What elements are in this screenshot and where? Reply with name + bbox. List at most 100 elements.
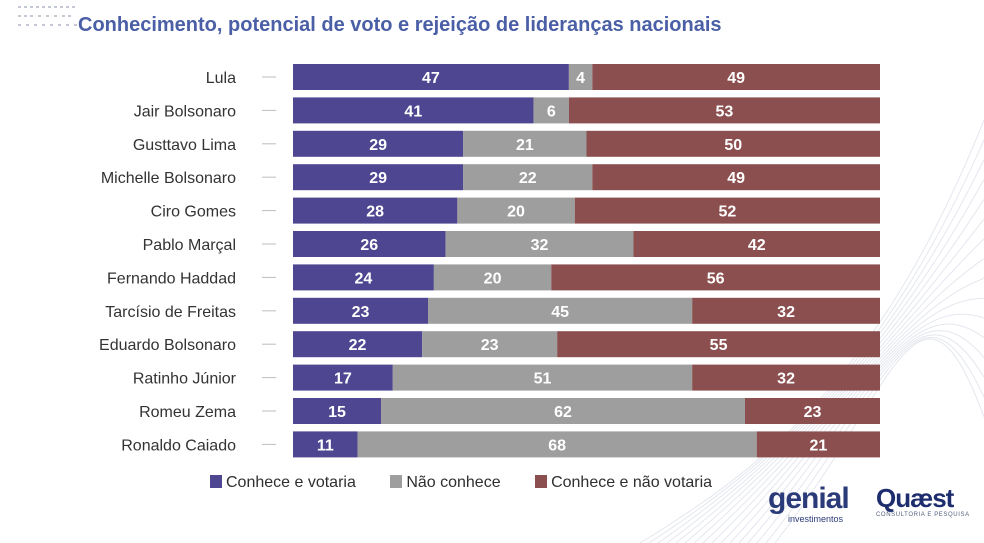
data-label-nao-conhece: 6 bbox=[547, 103, 556, 120]
legend-swatch-nao-conhece bbox=[390, 475, 403, 488]
top-left-dot-logo bbox=[18, 6, 77, 26]
data-label-votaria: 47 bbox=[422, 70, 440, 87]
bar-votaria bbox=[293, 297, 429, 324]
legend-label-nao-votaria: Conhece e não votaria bbox=[551, 474, 713, 491]
wave-line bbox=[765, 336, 984, 543]
quaest-logo-word: Quæst bbox=[876, 483, 954, 513]
bar-nao-votaria bbox=[744, 398, 880, 424]
bar-nao-conhece bbox=[463, 130, 587, 157]
data-label-votaria: 29 bbox=[369, 137, 387, 154]
category-label: Eduardo Bolsonaro bbox=[99, 337, 236, 354]
wave-line bbox=[774, 338, 984, 543]
category-label: Romeu Zema bbox=[139, 404, 236, 421]
bar-votaria bbox=[293, 164, 464, 191]
bar-nao-conhece bbox=[463, 164, 593, 191]
bar-nao-conhece bbox=[428, 297, 693, 324]
bar-nao-conhece bbox=[422, 331, 558, 358]
legend-swatch-nao-votaria bbox=[535, 475, 548, 488]
legend-item-nao-conhece: Não conhece bbox=[390, 474, 501, 492]
bar-nao-votaria bbox=[592, 64, 880, 90]
wave-line bbox=[756, 334, 984, 543]
bar-nao-conhece bbox=[445, 231, 634, 257]
bar-nao-votaria bbox=[592, 164, 880, 191]
data-label-nao-conhece: 23 bbox=[481, 337, 499, 354]
data-label-nao-conhece: 32 bbox=[531, 237, 549, 254]
data-label-votaria: 41 bbox=[404, 103, 422, 120]
bar-nao-votaria bbox=[756, 431, 880, 458]
bar-votaria bbox=[293, 197, 458, 224]
legend-item-votaria: Conhece e votaria bbox=[210, 474, 356, 492]
bar-nao-votaria bbox=[692, 364, 880, 391]
data-label-nao-conhece: 22 bbox=[519, 170, 537, 187]
data-label-nao-votaria: 32 bbox=[777, 304, 795, 321]
category-label: Ronaldo Caiado bbox=[121, 437, 236, 454]
bar-nao-conhece bbox=[381, 398, 745, 424]
bar-nao-votaria bbox=[692, 297, 880, 324]
wave-line bbox=[666, 179, 984, 543]
bar-nao-votaria bbox=[551, 264, 880, 291]
wave-line bbox=[747, 330, 984, 543]
category-label: Ratinho Júnior bbox=[133, 371, 237, 388]
data-label-nao-conhece: 20 bbox=[507, 204, 525, 221]
bar-votaria bbox=[293, 97, 534, 124]
data-label-nao-votaria: 56 bbox=[707, 270, 725, 287]
bar-nao-conhece bbox=[357, 431, 757, 458]
genial-logo-sub: investimentos bbox=[788, 514, 844, 524]
data-label-nao-conhece: 62 bbox=[554, 404, 572, 421]
data-label-nao-votaria: 42 bbox=[748, 237, 766, 254]
bar-votaria bbox=[293, 130, 464, 157]
bar-nao-votaria bbox=[586, 130, 880, 157]
chart-title: Conhecimento, potencial de voto e rejeiç… bbox=[78, 14, 722, 36]
category-label: Lula bbox=[206, 70, 236, 87]
data-label-votaria: 15 bbox=[328, 404, 346, 421]
bar-nao-conhece bbox=[457, 197, 575, 224]
quaest-logo: Quæst CONSULTORIA E PESQUISA bbox=[876, 484, 970, 518]
category-label: Tarcísio de Freitas bbox=[105, 304, 236, 321]
data-label-nao-votaria: 53 bbox=[716, 103, 734, 120]
data-label-nao-votaria: 50 bbox=[724, 137, 742, 154]
legend-label-votaria: Conhece e votaria bbox=[226, 474, 356, 491]
bar-nao-conhece bbox=[433, 264, 552, 291]
legend-label-nao-conhece: Não conhece bbox=[406, 474, 501, 491]
data-label-votaria: 22 bbox=[349, 337, 367, 354]
wave-line bbox=[657, 159, 984, 543]
data-label-nao-votaria: 32 bbox=[777, 371, 795, 388]
legend-swatch-votaria bbox=[210, 475, 222, 488]
bar-nao-conhece bbox=[568, 64, 593, 90]
genial-logo-word: genial bbox=[768, 482, 850, 515]
category-label: Jair Bolsonaro bbox=[134, 103, 236, 120]
data-label-votaria: 26 bbox=[360, 237, 378, 254]
category-label: Pablo Marçal bbox=[143, 237, 236, 254]
data-label-votaria: 17 bbox=[334, 371, 352, 388]
data-label-nao-conhece: 51 bbox=[534, 371, 552, 388]
bar-votaria bbox=[293, 398, 382, 424]
data-label-nao-votaria: 21 bbox=[809, 437, 827, 454]
data-label-nao-votaria: 55 bbox=[710, 337, 728, 354]
legend-item-nao-votaria: Conhece e não votaria bbox=[535, 474, 712, 492]
data-label-nao-conhece: 4 bbox=[576, 70, 585, 87]
data-label-nao-votaria: 52 bbox=[718, 204, 736, 221]
data-label-votaria: 24 bbox=[355, 270, 373, 287]
data-label-nao-votaria: 49 bbox=[727, 70, 745, 87]
bar-nao-conhece bbox=[533, 97, 569, 124]
quaest-logo-sub: CONSULTORIA E PESQUISA bbox=[876, 512, 970, 518]
data-label-votaria: 23 bbox=[352, 304, 370, 321]
bar-votaria bbox=[293, 331, 423, 358]
legend: Conhece e votaria Não conhece Conhece e … bbox=[210, 474, 742, 492]
data-label-votaria: 29 bbox=[369, 170, 387, 187]
bar-nao-votaria bbox=[568, 97, 880, 124]
data-label-nao-conhece: 68 bbox=[548, 437, 566, 454]
data-label-nao-votaria: 23 bbox=[804, 404, 822, 421]
category-label: Fernando Haddad bbox=[107, 270, 236, 287]
bar-votaria bbox=[293, 231, 446, 257]
bar-nao-votaria bbox=[633, 231, 880, 257]
category-label: Michelle Bolsonaro bbox=[101, 170, 236, 187]
bar-nao-conhece bbox=[392, 364, 693, 391]
bar-votaria bbox=[293, 264, 434, 291]
category-label: Gusttavo Lima bbox=[133, 137, 236, 154]
data-label-votaria: 28 bbox=[366, 204, 384, 221]
bar-nao-votaria bbox=[557, 331, 880, 358]
genial-logo: genial investimentos bbox=[768, 482, 850, 525]
data-label-nao-conhece: 20 bbox=[484, 270, 502, 287]
bar-votaria bbox=[293, 364, 393, 391]
